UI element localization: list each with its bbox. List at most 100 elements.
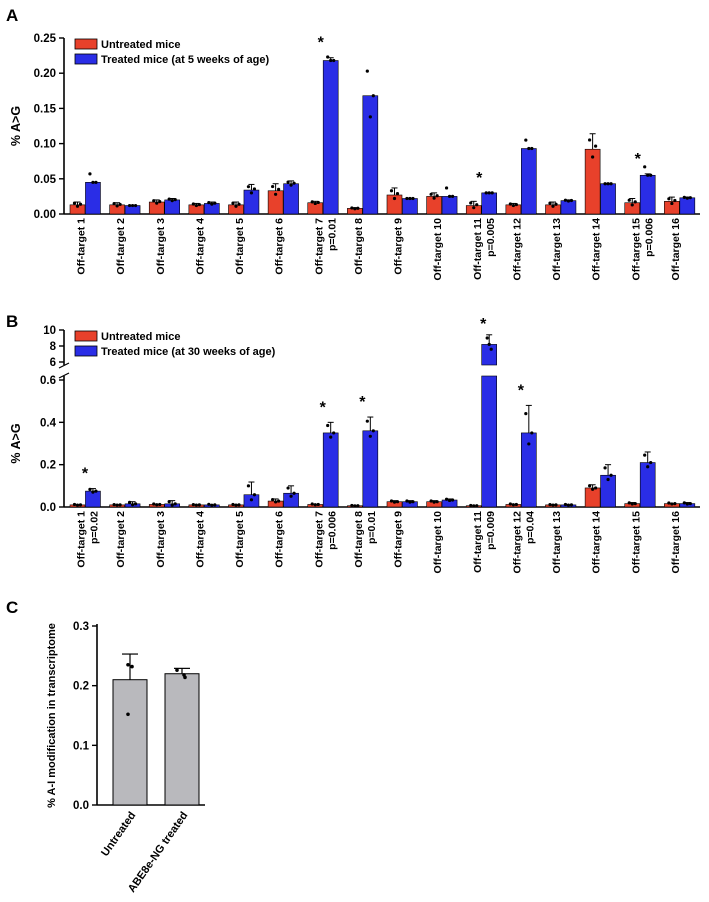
- data-point: [213, 201, 217, 205]
- data-point: [191, 202, 195, 206]
- data-point: [371, 94, 375, 98]
- data-point: [231, 502, 235, 507]
- data-point: [591, 487, 595, 491]
- bar: [560, 200, 577, 215]
- data-point: [237, 202, 241, 206]
- category-label: Off-target 16: [670, 218, 682, 281]
- data-point: [271, 184, 275, 189]
- data-point: [329, 435, 333, 439]
- data-point: [670, 201, 674, 206]
- data-point: [643, 165, 647, 169]
- category-label: Off-target 11: [472, 511, 484, 573]
- y-tick-label: 0.0: [73, 800, 89, 812]
- data-point: [395, 500, 400, 504]
- data-point: [88, 172, 92, 176]
- significance-star: *: [635, 151, 642, 168]
- y-tick-label: 0.3: [73, 621, 89, 633]
- p-value-label: p=0.005: [485, 218, 497, 257]
- bar: [164, 673, 200, 806]
- data-point: [554, 202, 558, 206]
- data-point: [126, 662, 130, 667]
- bar: [402, 198, 418, 215]
- category-label: Off-target 15: [630, 218, 642, 281]
- data-point: [75, 503, 80, 507]
- data-point: [72, 201, 77, 205]
- axis-break: [58, 362, 70, 369]
- data-point: [411, 500, 415, 504]
- data-point: [508, 502, 512, 506]
- data-point: [292, 491, 296, 495]
- category-label: Off-target 4: [194, 218, 206, 275]
- data-point: [127, 500, 132, 504]
- data-point: [152, 502, 156, 506]
- data-point: [115, 204, 119, 208]
- data-point: [91, 180, 95, 184]
- data-point: [508, 202, 512, 206]
- y-tick-label: 0.00: [34, 209, 56, 221]
- data-point: [246, 185, 251, 189]
- data-point: [271, 497, 275, 502]
- data-point: [472, 206, 476, 210]
- p-value-label: p=0.04: [524, 511, 536, 544]
- data-point: [563, 502, 568, 507]
- data-point: [530, 431, 534, 435]
- y-tick-label: 0.10: [34, 139, 56, 151]
- data-point: [365, 69, 369, 73]
- data-point: [588, 138, 592, 142]
- data-point: [365, 419, 369, 423]
- data-point: [152, 199, 156, 203]
- category-label: Off-target 9: [393, 511, 405, 568]
- data-point: [627, 198, 631, 202]
- data-point: [130, 203, 135, 208]
- data-point: [649, 173, 653, 177]
- data-point: [130, 503, 135, 507]
- data-point: [682, 195, 686, 199]
- data-point: [630, 203, 634, 207]
- significance-star: *: [476, 170, 483, 187]
- bar: [600, 183, 616, 215]
- data-point: [670, 502, 674, 506]
- data-point: [194, 503, 198, 507]
- data-point: [350, 503, 354, 508]
- data-point: [511, 203, 515, 208]
- y-tick-label: 0.20: [34, 68, 56, 80]
- data-point: [511, 503, 515, 507]
- data-point: [167, 500, 171, 504]
- data-point: [249, 191, 254, 195]
- significance-star: *: [518, 382, 525, 399]
- data-point: [389, 189, 394, 193]
- bar: [521, 148, 537, 215]
- panel-b-letter: B: [6, 312, 18, 331]
- category-label: Off-target 1: [76, 511, 88, 568]
- y-tick-label: 0.2: [73, 681, 89, 693]
- data-point: [289, 183, 293, 187]
- data-point: [194, 203, 198, 208]
- data-point: [332, 58, 336, 63]
- data-point: [435, 194, 439, 198]
- data-point: [633, 200, 637, 204]
- category-label: Off-target 3: [155, 218, 167, 275]
- data-point: [450, 194, 455, 198]
- bar: [679, 197, 696, 215]
- p-value-label: p=0.009: [485, 511, 497, 550]
- y-axis-label: % A>G: [9, 423, 23, 463]
- data-point: [356, 504, 360, 508]
- data-point: [432, 196, 436, 200]
- data-point: [182, 673, 186, 677]
- legend-swatch: [74, 345, 98, 357]
- data-point: [326, 55, 330, 59]
- data-point: [127, 203, 132, 208]
- data-point: [170, 199, 174, 203]
- data-point: [118, 202, 122, 207]
- data-point: [551, 204, 555, 208]
- category-label: Off-target 7: [313, 218, 325, 275]
- data-point: [356, 206, 360, 210]
- category-label: Off-target 13: [551, 218, 563, 281]
- data-point: [252, 187, 257, 191]
- data-point: [197, 503, 201, 507]
- data-point: [484, 191, 488, 195]
- data-point: [447, 498, 452, 503]
- data-point: [444, 186, 449, 190]
- data-point: [286, 180, 290, 184]
- legend-swatch: [74, 38, 98, 50]
